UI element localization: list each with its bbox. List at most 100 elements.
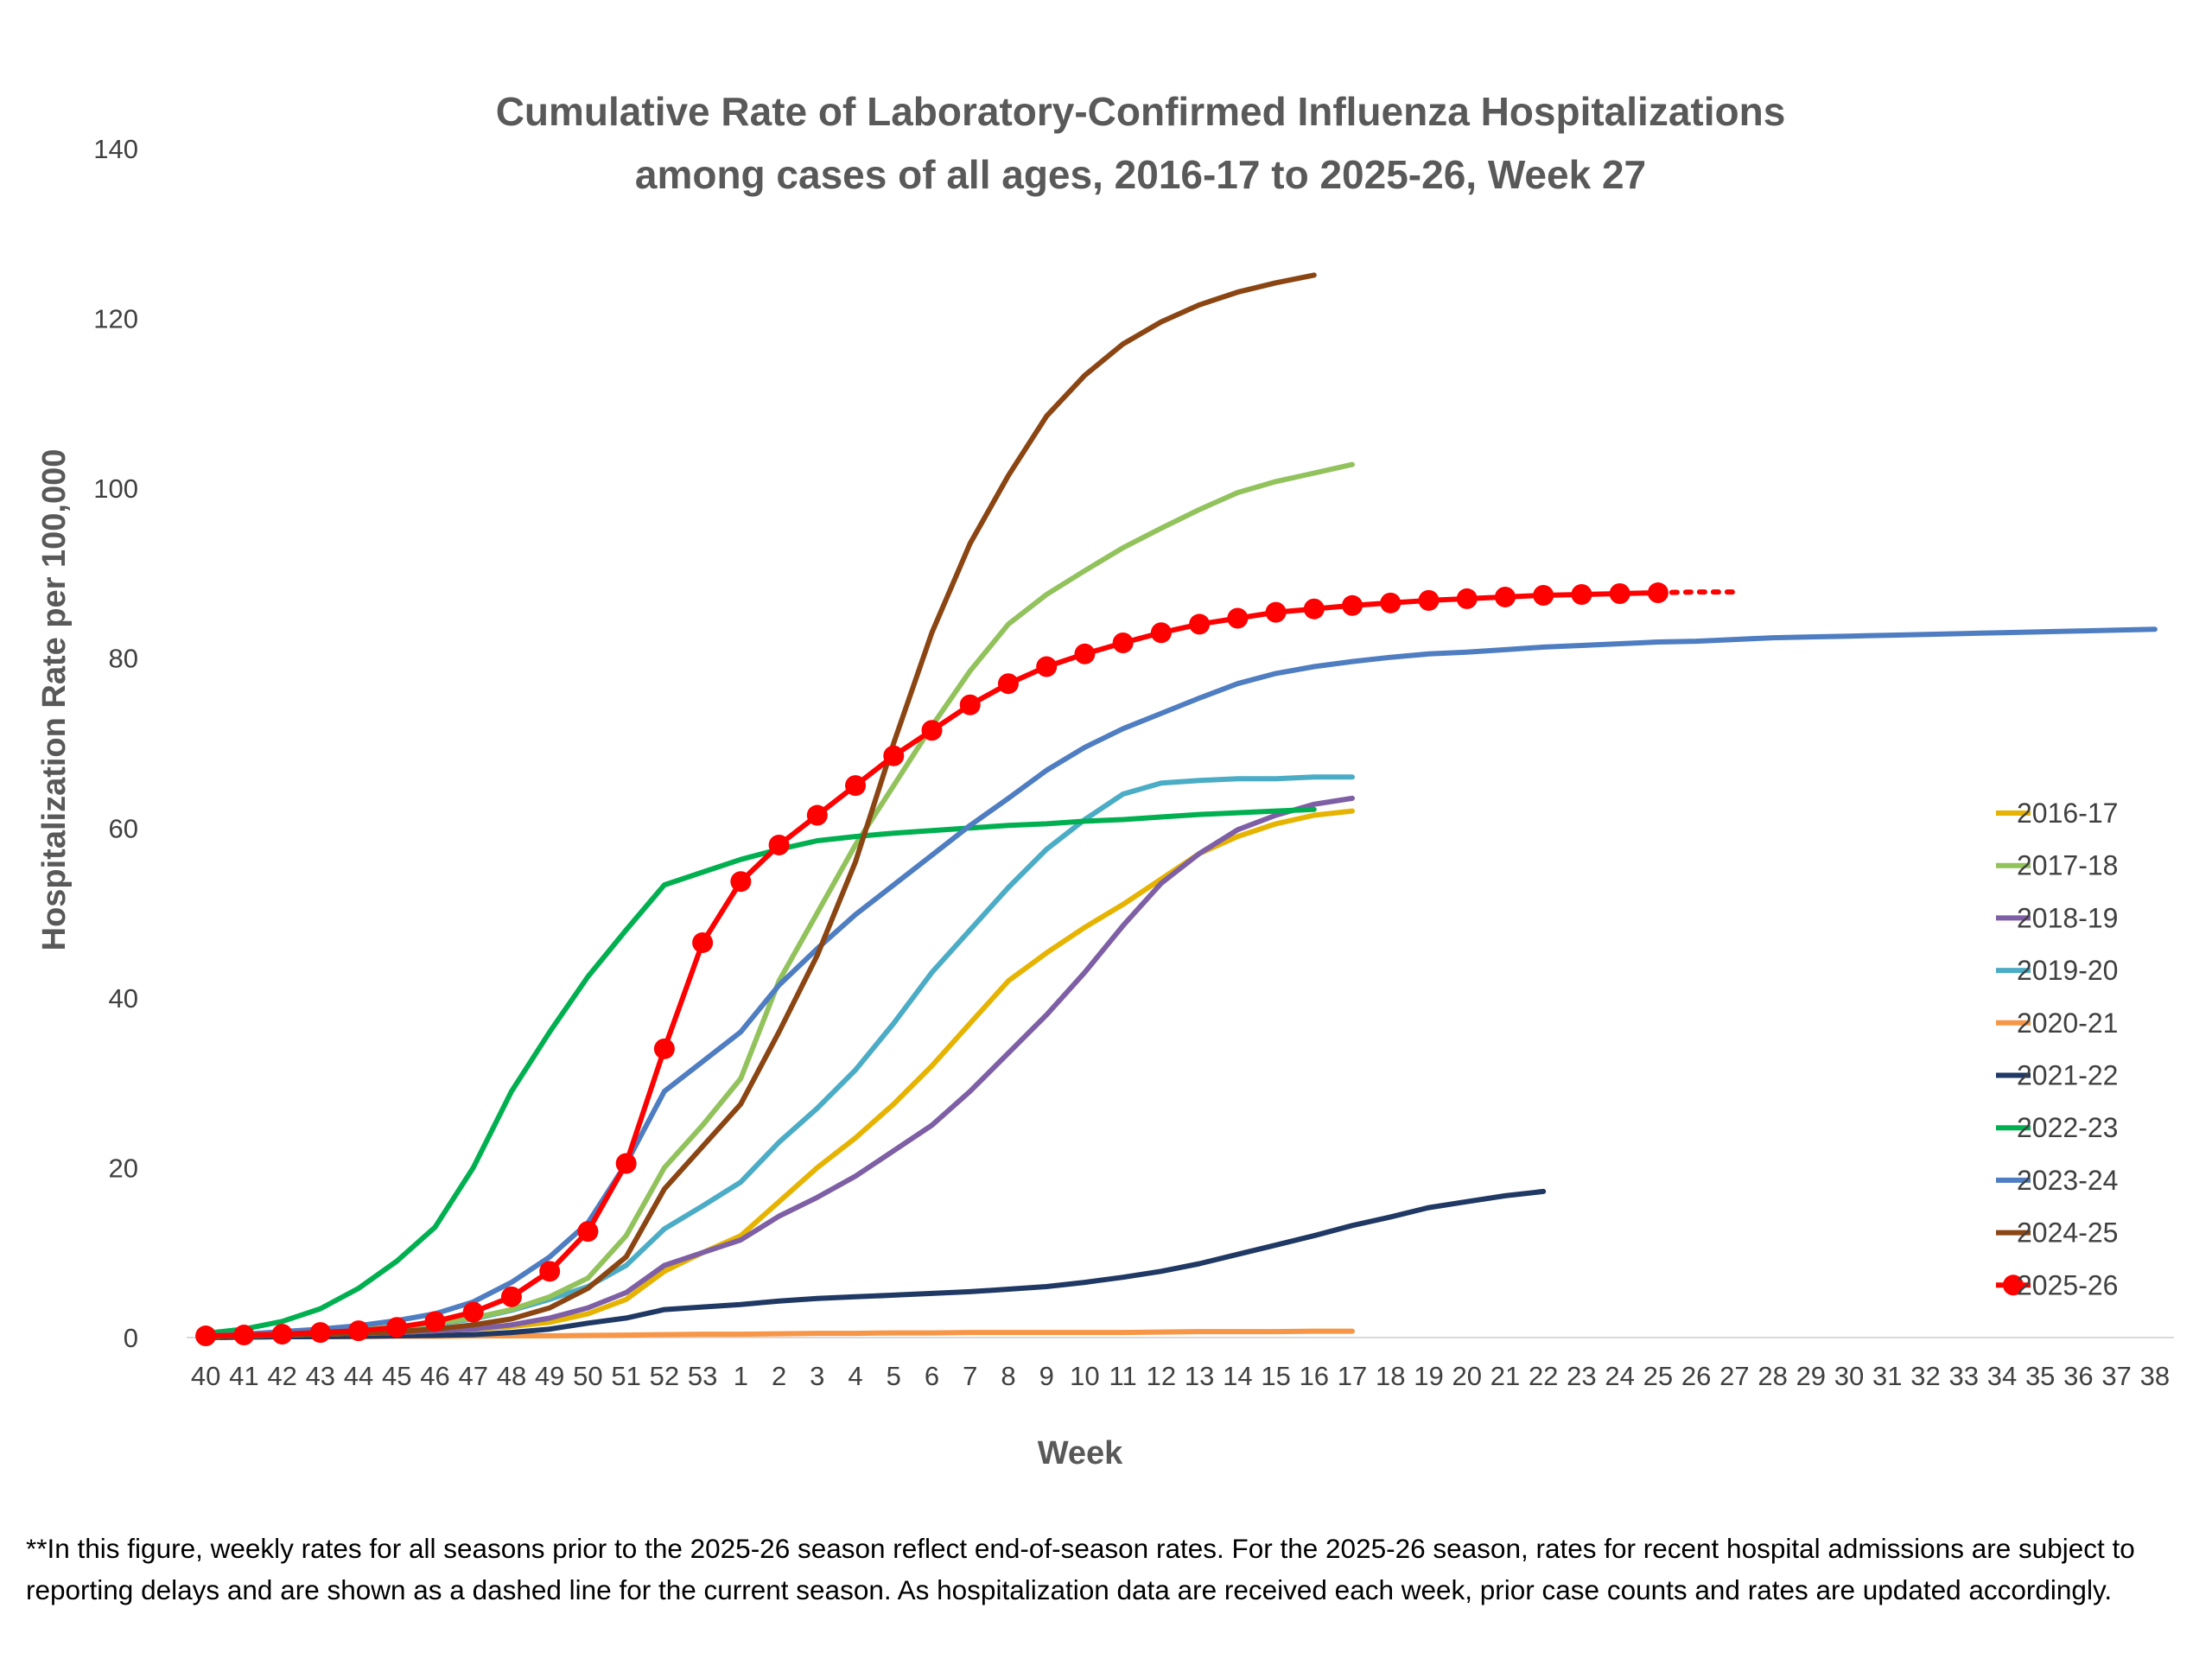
x-tick-label: 37 [2101,1361,2131,1391]
footnote: **In this figure, weekly rates for all s… [26,1533,2135,1605]
legend-label: 2018-19 [2017,902,2118,933]
legend-item: 2023-24 [1996,1165,2118,1196]
x-tick-label: 41 [229,1361,258,1391]
x-tick-label: 46 [420,1361,449,1391]
legend-label: 2016-17 [2017,798,2118,829]
x-tick-label: 44 [344,1361,373,1391]
series-2022-23 [203,806,1317,1337]
x-axis-ticks: 40 41 42 43 44 45 46 47 48 49 50 51 52 53 1 2 3 4 5 6 7 8 9 10 1… [191,1361,2170,1391]
x-tick-label: 8 [1001,1361,1015,1391]
x-tick-label: 29 [1796,1361,1826,1391]
legend-item: 2017-18 [1996,850,2118,881]
series-lines [195,272,2158,1347]
legend-item: 2022-23 [1996,1112,2118,1143]
x-tick-label: 1 [734,1361,748,1391]
x-tick-label: 33 [1948,1361,1978,1391]
y-tick-label: 80 [109,644,138,674]
legend-label: 2017-18 [2017,850,2118,881]
data-point [1456,588,1478,609]
legend-label: 2025-26 [2017,1269,2118,1300]
x-tick-label: 38 [2140,1361,2170,1391]
x-tick-label: 28 [1758,1361,1787,1391]
legend-label: 2021-22 [2017,1060,2118,1091]
data-point [1380,592,1402,613]
x-tick-label: 7 [963,1361,977,1391]
x-tick-label: 27 [1719,1361,1749,1391]
data-point [1112,632,1134,654]
x-tick-label: 40 [191,1361,220,1391]
data-point [730,871,752,893]
data-point [1150,622,1172,644]
legend-label: 2024-25 [2017,1217,2118,1249]
x-tick-label: 53 [688,1361,717,1391]
data-point [1609,583,1630,605]
x-tick-label: 20 [1452,1361,1481,1391]
chart-title: Cumulative Rate of Laboratory-Confirmed … [496,89,1786,197]
x-tick-label: 43 [306,1361,335,1391]
x-tick-label: 3 [810,1361,824,1391]
legend-label: 2020-21 [2017,1007,2118,1039]
data-point [1571,584,1592,605]
data-point [386,1317,408,1338]
legend-item: 2019-20 [1996,955,2118,986]
x-tick-label: 32 [1910,1361,1940,1391]
series-line [203,808,1355,1339]
x-tick-label: 36 [2063,1361,2093,1391]
data-point [959,694,981,715]
series-2021-22 [203,1188,1547,1340]
legend-item: 2021-22 [1996,1060,2118,1091]
data-point [271,1324,293,1345]
legend: 2016-17 2017-18 2018-19 2019-20 2020-21 2021-… [1996,798,2118,1300]
data-point [1494,586,1516,607]
x-tick-label: 51 [611,1361,640,1391]
y-axis-title: Hospitalization Rate per 100,000 [36,449,73,951]
legend-marker [2003,1274,2024,1296]
series-2023-24 [203,626,2158,1338]
series-line [203,590,1661,1338]
data-point [921,720,943,741]
y-tick-label: 40 [109,983,138,1014]
x-tick-label: 45 [382,1361,411,1391]
x-tick-label: 11 [1109,1361,1137,1391]
data-point [1342,594,1363,616]
x-tick-label: 10 [1070,1361,1099,1391]
x-tick-label: 22 [1529,1361,1558,1391]
data-point [462,1301,484,1323]
x-tick-label: 12 [1147,1361,1176,1391]
data-point [577,1221,599,1243]
x-tick-label: 25 [1643,1361,1673,1391]
data-point [1303,598,1325,620]
y-tick-label: 60 [109,813,138,843]
x-tick-label: 15 [1261,1361,1290,1391]
data-point [1418,589,1440,611]
data-point [1036,656,1058,677]
series-line [203,272,1317,1339]
chart-title-line: Cumulative Rate of Laboratory-Confirmed … [496,89,1786,134]
series-line [203,806,1317,1337]
legend-item: 2018-19 [1996,902,2118,933]
data-point [1227,607,1249,629]
legend-item: 2020-21 [1996,1007,2118,1039]
data-point [768,834,790,855]
series-2024-25 [203,272,1317,1339]
x-tick-label: 19 [1414,1361,1443,1391]
legend-label: 2023-24 [2017,1165,2118,1196]
series-dashed-line [1655,589,1738,595]
y-tick-label: 120 [93,304,138,334]
data-point [1265,601,1287,623]
data-point [195,1325,217,1347]
x-tick-label: 16 [1300,1361,1329,1391]
x-tick-label: 4 [848,1361,862,1391]
data-point [500,1286,522,1307]
x-tick-label: 30 [1834,1361,1864,1391]
x-tick-label: 50 [573,1361,602,1391]
legend-item: 2025-26 [1996,1269,2118,1300]
x-tick-label: 42 [267,1361,296,1391]
series-line [203,626,2158,1338]
data-point [653,1038,675,1059]
x-tick-label: 5 [887,1361,901,1391]
data-point [845,775,867,797]
data-point [806,804,828,826]
x-tick-label: 2 [772,1361,786,1391]
x-tick-label: 35 [2025,1361,2055,1391]
